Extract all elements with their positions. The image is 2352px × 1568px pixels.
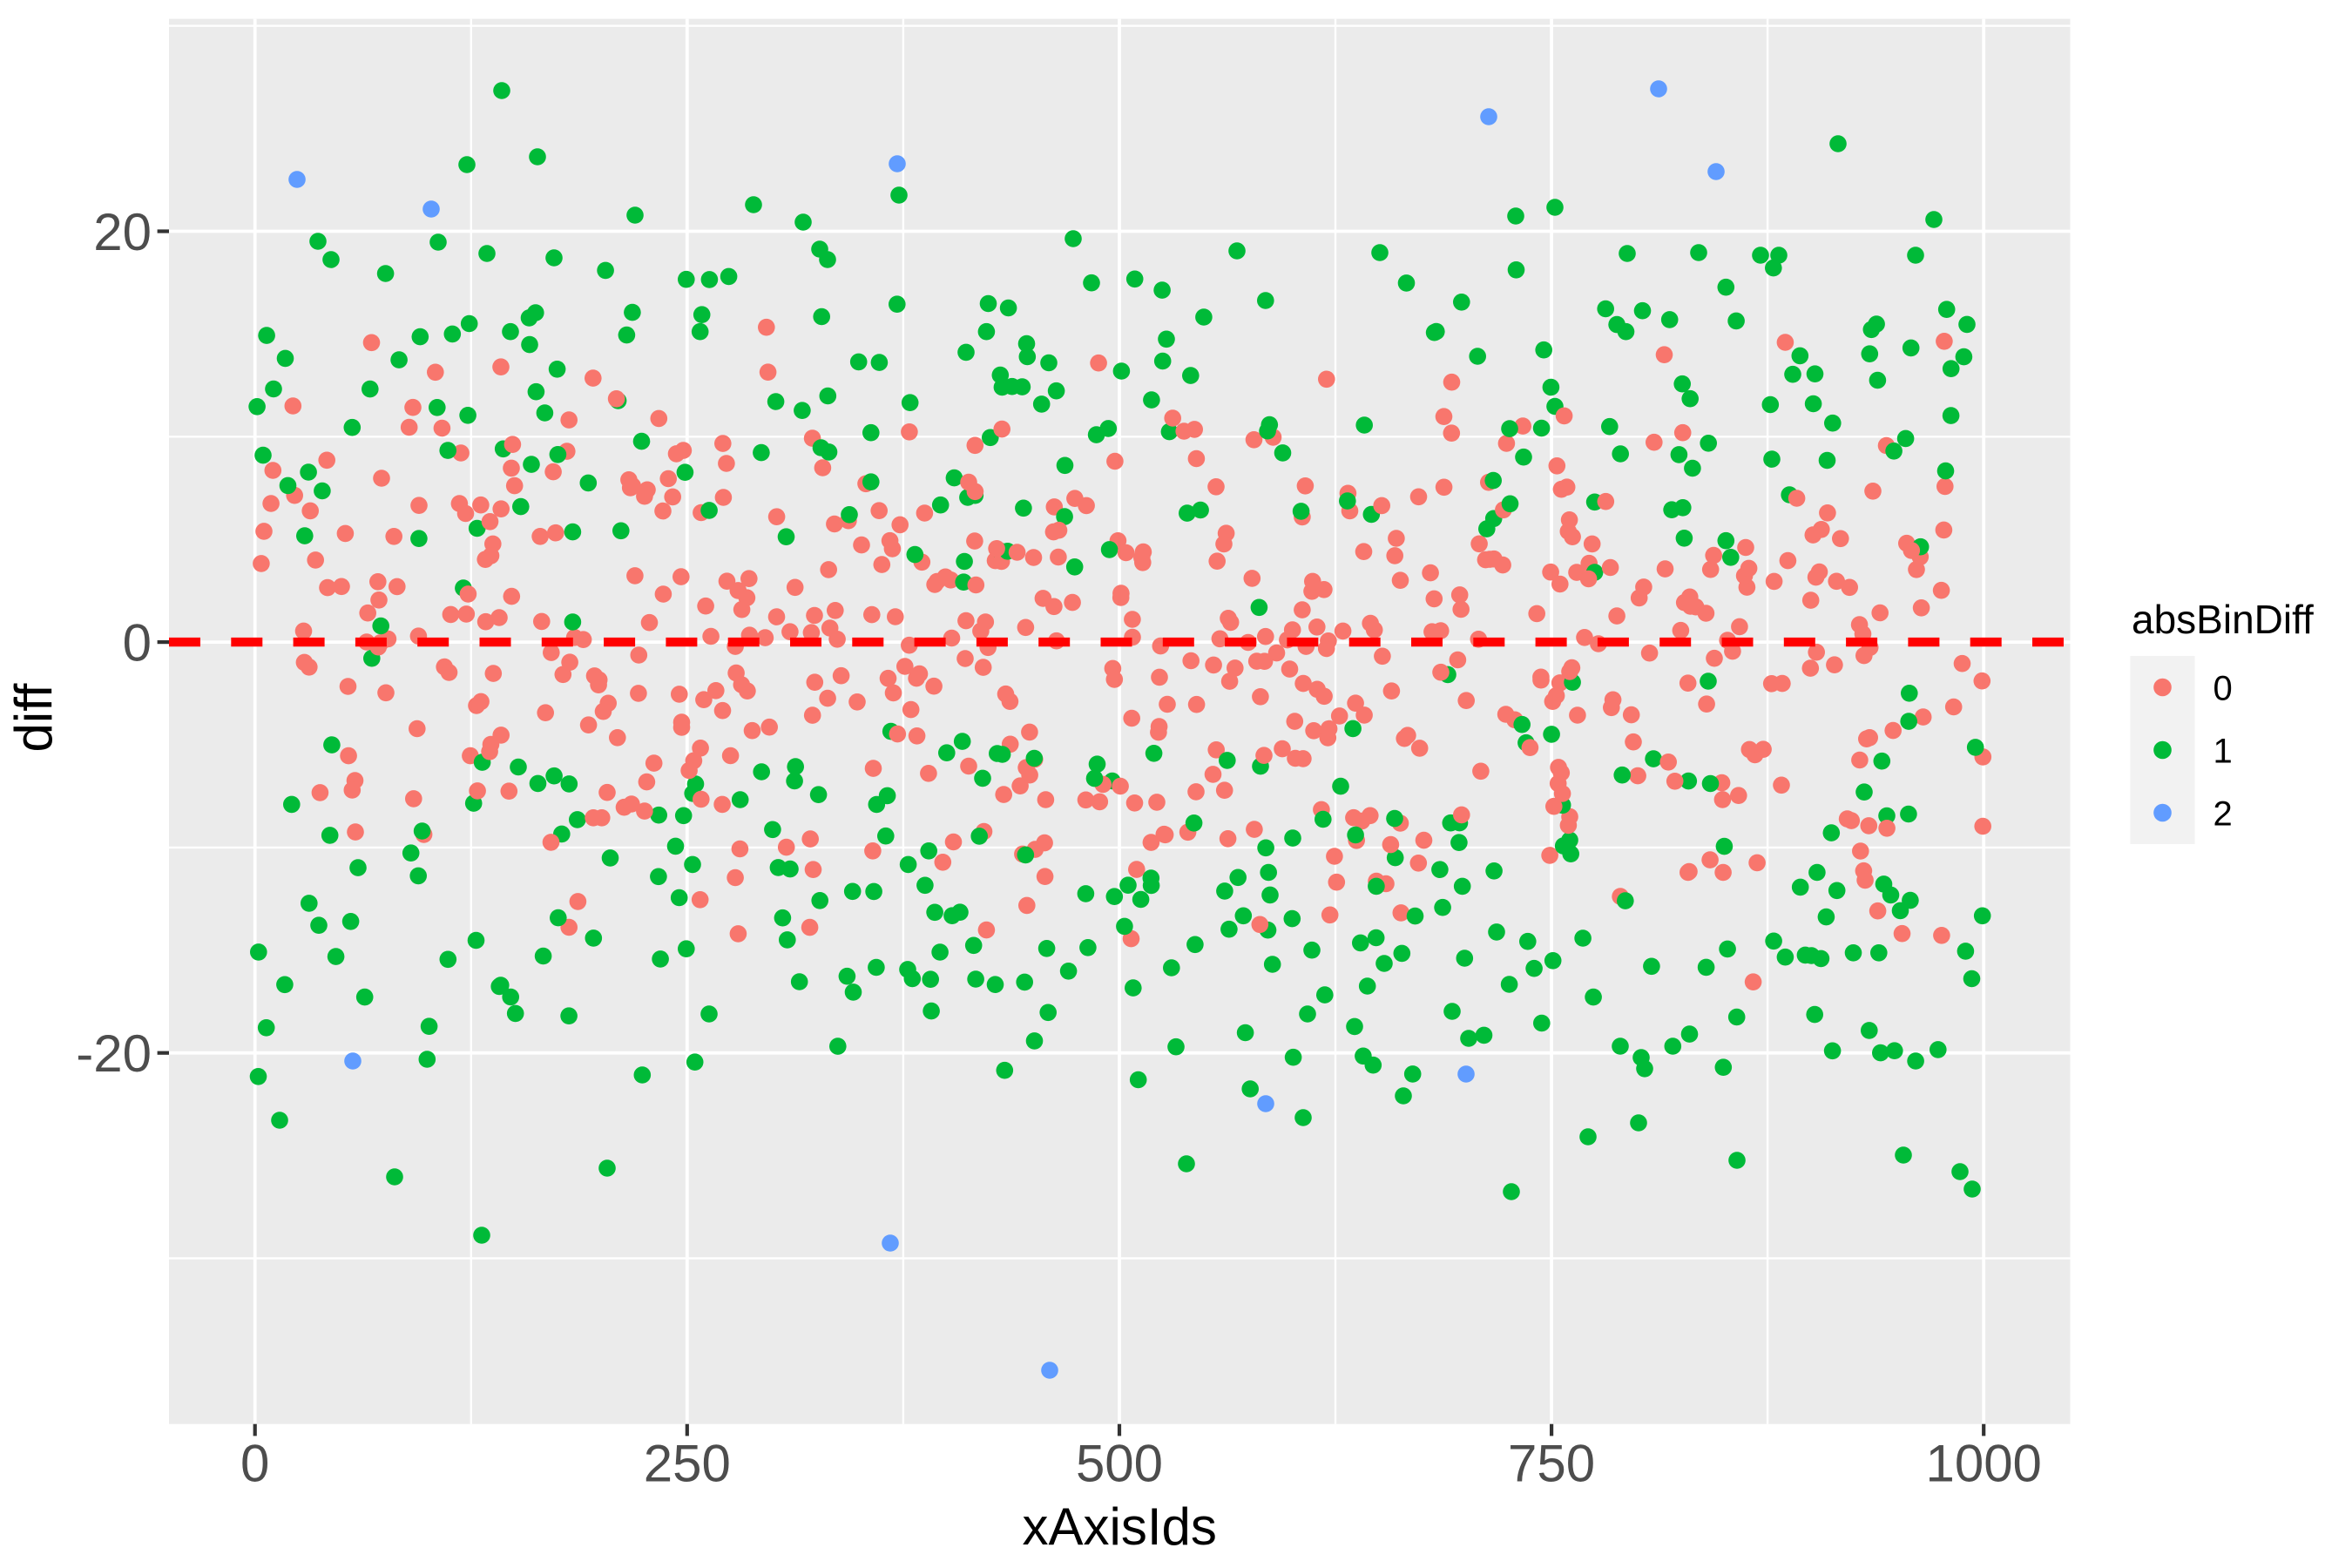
svg-text:xAxisIds: xAxisIds <box>1023 1497 1217 1556</box>
svg-text:500: 500 <box>1076 1435 1163 1493</box>
svg-text:diff: diff <box>4 683 63 752</box>
svg-text:20: 20 <box>93 203 152 261</box>
svg-text:250: 250 <box>644 1435 731 1493</box>
svg-text:2: 2 <box>2213 795 2233 834</box>
svg-text:1: 1 <box>2213 733 2233 771</box>
svg-text:1000: 1000 <box>1925 1435 2041 1493</box>
svg-text:0: 0 <box>2213 670 2233 708</box>
svg-text:0: 0 <box>240 1435 269 1493</box>
svg-text:-20: -20 <box>76 1024 152 1083</box>
svg-text:750: 750 <box>1508 1435 1595 1493</box>
svg-text:absBinDiff: absBinDiff <box>2132 597 2314 642</box>
svg-text:0: 0 <box>123 614 152 672</box>
